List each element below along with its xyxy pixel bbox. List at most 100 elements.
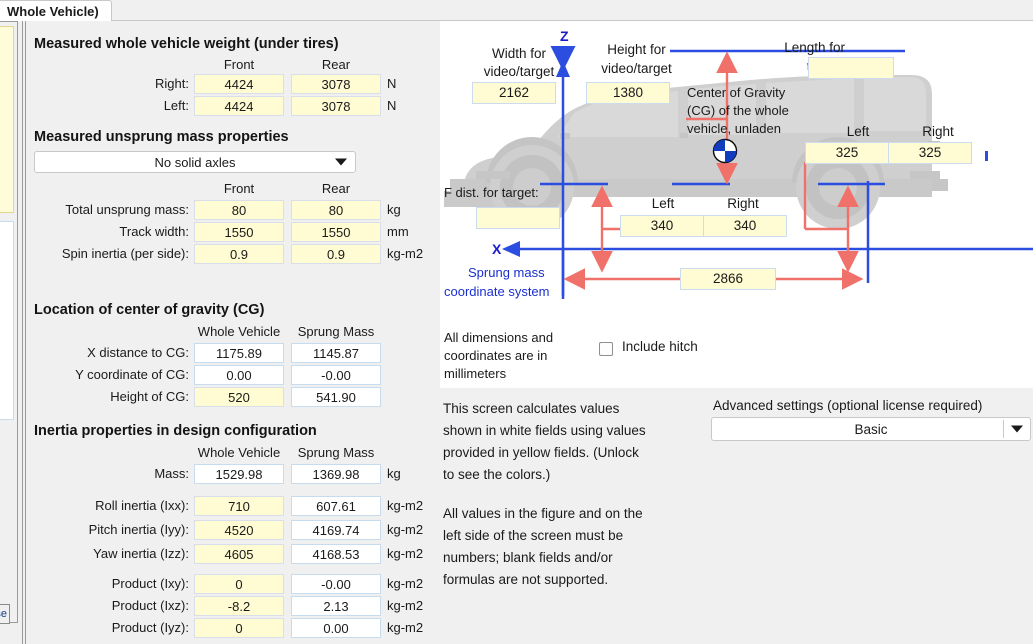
advanced-settings-label: Advanced settings (optional license requ… (713, 398, 983, 413)
weight-right-rear-field[interactable]: 3078 (291, 74, 381, 94)
cg-x-whole-field[interactable]: 1175.89 (194, 343, 284, 363)
unsprung-mass-front-field[interactable]: 80 (194, 200, 284, 220)
f-dist-for-target-label: F dist. for target: (444, 185, 539, 200)
front-right-caption: Right (727, 196, 759, 211)
roll-inertia-sprung-field: 607.61 (291, 496, 381, 516)
cg-y-whole-field[interactable]: 0.00 (194, 365, 284, 385)
info-text-line2: shown in white fields using values (443, 423, 646, 438)
info-text-line6: left side of the screen must be (443, 528, 624, 543)
cg-y-sprung-field: -0.00 (291, 365, 381, 385)
section-title-weight: Measured whole vehicle weight (under tir… (34, 36, 339, 52)
units-note-line1: All dimensions and (444, 330, 554, 345)
unsprung-col-front: Front (223, 181, 255, 196)
center-of-gravity-icon (712, 138, 738, 164)
unsprung-row-2-label: Spin inertia (per side): (61, 246, 189, 261)
weight-row-0-unit: N (387, 76, 397, 91)
inertia-row-2-unit: kg-m2 (387, 522, 424, 537)
cg-col-sprung: Sprung Mass (297, 324, 375, 339)
chevron-down-icon (1011, 425, 1023, 433)
tab-strip: Whole Vehicle) (0, 0, 1033, 22)
vehicle-diagram-panel: Width for video/target 2162 Z Height for… (440, 21, 1033, 388)
rear-reference-tick (985, 151, 988, 161)
unsprung-row-1-unit: mm (387, 224, 409, 239)
inertia-row-2-label: Pitch inertia (Iyy): (88, 522, 189, 537)
inertia-row-6-label: Product (Iyz): (111, 620, 189, 635)
cg-col-whole: Whole Vehicle (197, 324, 281, 339)
cg-note-line3: vehicle, unladen (687, 121, 781, 136)
advanced-settings-value: Basic (854, 421, 888, 437)
yaw-inertia-whole-field[interactable]: 4605 (194, 544, 284, 564)
track-width-rear-field[interactable]: 1550 (291, 222, 381, 242)
inertia-row-4-unit: kg-m2 (387, 576, 424, 591)
front-left-field[interactable]: 340 (620, 215, 704, 237)
unsprung-row-0-unit: kg (387, 202, 401, 217)
product-ixy-whole-field[interactable]: 0 (194, 574, 284, 594)
rear-right-field[interactable]: 325 (888, 142, 972, 164)
unsprung-row-1-label: Track width: (119, 224, 189, 239)
left-panel-yellow-region (0, 26, 14, 213)
cg-x-sprung-field: 1145.87 (291, 343, 381, 363)
weight-left-rear-field[interactable]: 3078 (291, 96, 381, 116)
weight-row-1-unit: N (387, 98, 397, 113)
section-title-inertia: Inertia properties in design configurati… (34, 423, 317, 439)
tab-strip-divider (0, 20, 1033, 21)
left-clipped-panel: ese (0, 21, 22, 644)
front-right-field[interactable]: 340 (703, 215, 787, 237)
product-ixz-whole-field[interactable]: -8.2 (194, 596, 284, 616)
rear-left-field[interactable]: 325 (805, 142, 889, 164)
include-hitch-label: Include hitch (622, 339, 698, 354)
pitch-inertia-whole-field[interactable]: 4520 (194, 520, 284, 540)
unsprung-col-rear: Rear (321, 181, 351, 196)
height-for-video-target-field[interactable]: 1380 (586, 82, 670, 104)
weight-col-front: Front (223, 57, 255, 72)
advanced-settings-select[interactable]: Basic (711, 417, 1031, 441)
unsprung-row-0-label: Total unsprung mass: (65, 202, 189, 217)
length-for-target-field[interactable] (808, 57, 894, 79)
inertia-row-0-label: Mass: (154, 466, 189, 481)
pitch-inertia-sprung-field: 4169.74 (291, 520, 381, 540)
front-left-caption: Left (651, 196, 675, 211)
spin-inertia-rear-field[interactable]: 0.9 (291, 244, 381, 264)
chevron-down-icon (335, 158, 347, 166)
cg-row-2-label: Height of CG: (110, 389, 189, 404)
left-form-pane: Measured whole vehicle weight (under tir… (26, 21, 434, 644)
left-panel-reset-button[interactable]: ese (0, 604, 10, 624)
inertia-col-whole: Whole Vehicle (197, 445, 281, 460)
spin-inertia-front-field[interactable]: 0.9 (194, 244, 284, 264)
unsprung-mass-rear-field[interactable]: 80 (291, 200, 381, 220)
axle-type-select[interactable]: No solid axles (34, 151, 356, 173)
wheelbase-field[interactable]: 2866 (680, 268, 776, 290)
z-axis-label: Z (560, 28, 569, 44)
inertia-row-1-unit: kg-m2 (387, 498, 424, 513)
weight-right-front-field[interactable]: 4424 (194, 74, 284, 94)
tab-label: Whole Vehicle) (7, 4, 99, 19)
track-width-front-field[interactable]: 1550 (194, 222, 284, 242)
z-axis-arrowhead (556, 61, 570, 77)
coord-system-line2: coordinate system (444, 284, 550, 299)
width-for-video-target-field[interactable]: 2162 (472, 82, 556, 104)
height-label-line1: Height for (607, 42, 666, 57)
cg-note-line1: Center of Gravity (687, 85, 786, 100)
mass-sprung-field: 1369.98 (291, 464, 381, 484)
product-iyz-whole-field[interactable]: 0 (194, 618, 284, 638)
cg-height-whole-field[interactable]: 520 (194, 387, 284, 407)
inertia-col-sprung: Sprung Mass (297, 445, 375, 460)
f-dist-for-target-field[interactable] (476, 207, 560, 229)
x-axis-label: X (492, 241, 502, 257)
yaw-inertia-sprung-field: 4168.53 (291, 544, 381, 564)
tab-whole-vehicle[interactable]: Whole Vehicle) (0, 0, 112, 22)
rear-right-caption: Right (922, 124, 954, 139)
vehicle-details (476, 133, 688, 179)
include-hitch-checkbox[interactable] (599, 342, 613, 356)
cg-note-line2: (CG) of the whole (687, 103, 789, 118)
weight-left-front-field[interactable]: 4424 (194, 96, 284, 116)
select-separator (1003, 420, 1004, 438)
roll-inertia-whole-field[interactable]: 710 (194, 496, 284, 516)
width-label-line1: Width for (491, 46, 546, 61)
weight-col-rear: Rear (321, 57, 351, 72)
info-text-line5: All values in the figure and on the (443, 506, 643, 521)
inertia-row-5-unit: kg-m2 (387, 598, 424, 613)
unsprung-row-2-unit: kg-m2 (387, 246, 424, 261)
info-text-line8: formulas are not supported. (443, 572, 609, 587)
